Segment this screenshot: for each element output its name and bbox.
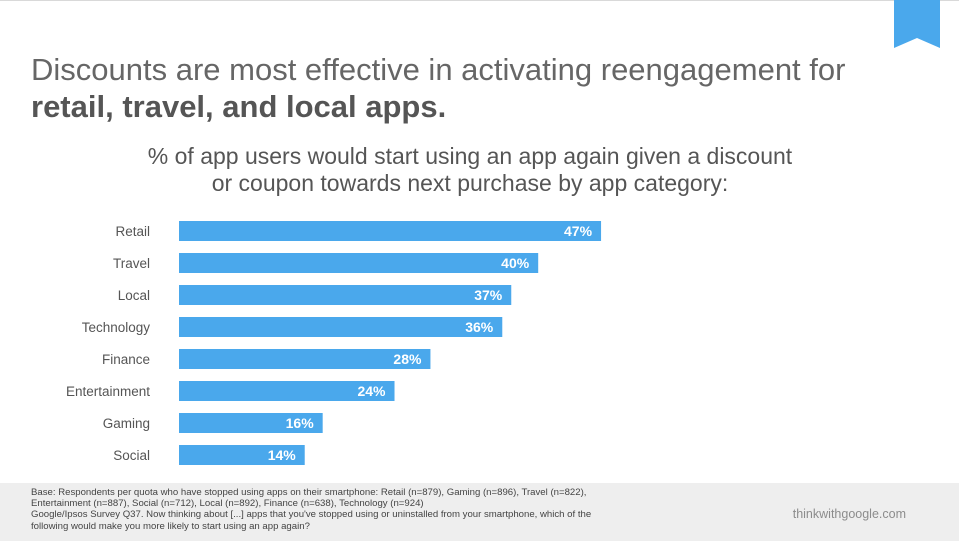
data-label: 16% xyxy=(286,415,315,431)
bookmark-icon xyxy=(894,0,940,48)
bar xyxy=(179,285,512,305)
data-label: 28% xyxy=(393,351,422,367)
brand-link[interactable]: thinkwithgoogle.com xyxy=(792,507,906,521)
category-label: Finance xyxy=(102,352,150,367)
footnote-source-line-1: Google/Ipsos Survey Q37. Now thinking ab… xyxy=(31,509,592,521)
headline-bold: retail, travel, and local apps. xyxy=(31,89,447,124)
bar xyxy=(179,445,305,465)
category-label: Social xyxy=(113,448,150,463)
data-label: 37% xyxy=(474,287,503,303)
chart-title: % of app users would start using an app … xyxy=(100,143,840,197)
page-title: Discounts are most effective in activati… xyxy=(31,51,851,125)
data-label: 14% xyxy=(268,447,297,463)
chart-title-line-2: or coupon towards next purchase by app c… xyxy=(211,170,729,196)
bar xyxy=(179,381,395,401)
bookmark-shape xyxy=(894,0,940,48)
footnote: Base: Respondents per quota who have sto… xyxy=(31,487,731,532)
bar-chart: Retail 47% Travel 40% Local 37% Technology 36% F… xyxy=(66,221,602,465)
category-label: Entertainment xyxy=(66,384,150,399)
bar xyxy=(179,349,431,369)
bar xyxy=(179,413,323,433)
footer-panel: Base: Respondents per quota who have sto… xyxy=(0,483,959,541)
chart-title-line-1: % of app users would start using an app … xyxy=(147,143,793,169)
bar xyxy=(179,221,602,241)
footnote-source-line-2: following would make you more likely to … xyxy=(31,520,310,532)
data-label: 47% xyxy=(564,223,593,239)
data-label: 40% xyxy=(501,255,530,271)
category-label: Technology xyxy=(82,320,151,335)
bar xyxy=(179,253,539,273)
footnote-base-line-2: Entertainment (n=887), Social (n=712), L… xyxy=(31,498,424,510)
bar xyxy=(179,317,503,337)
category-label: Local xyxy=(118,288,150,303)
footnote-base-line-1: Base: Respondents per quota who have sto… xyxy=(31,487,587,498)
category-label: Travel xyxy=(113,256,150,271)
category-label: Retail xyxy=(115,224,150,239)
top-divider xyxy=(0,0,959,1)
data-label: 36% xyxy=(465,319,494,335)
headline-regular: Discounts are most effective in activati… xyxy=(31,52,846,87)
category-label: Gaming xyxy=(103,416,150,431)
data-label: 24% xyxy=(357,383,386,399)
